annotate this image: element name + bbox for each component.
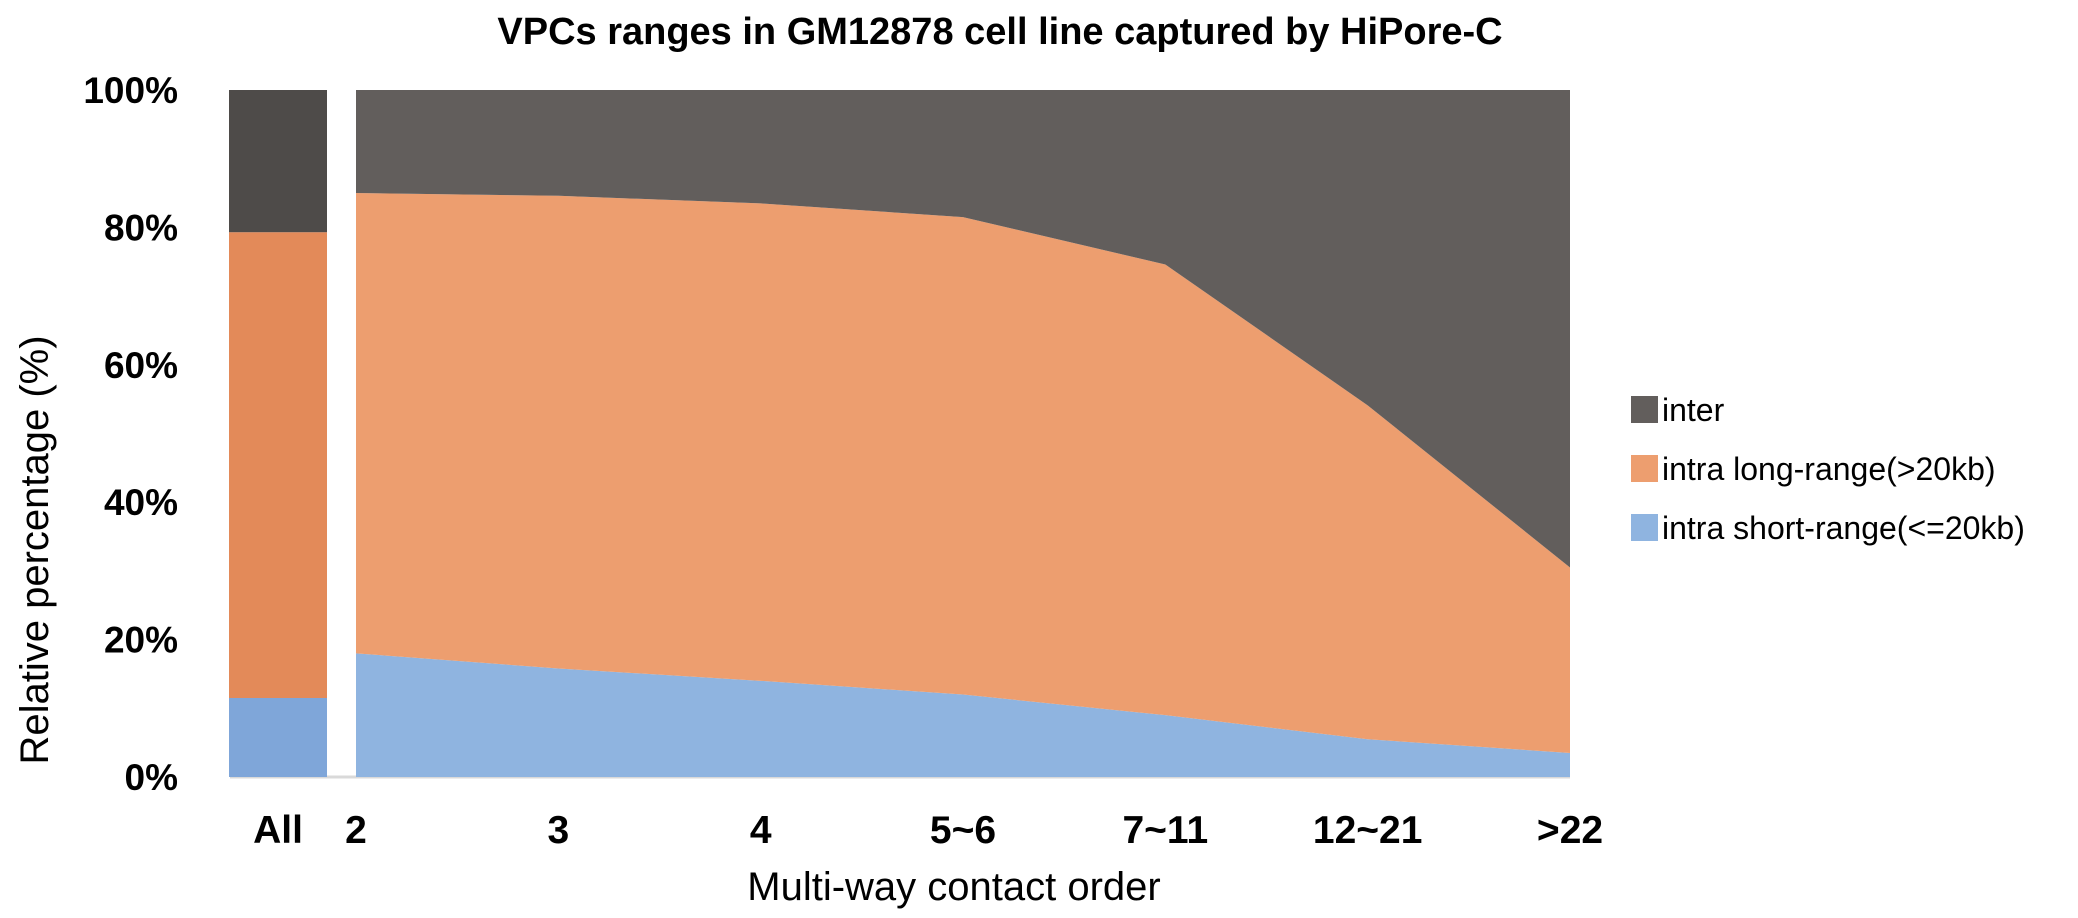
x-axis-title: Multi-way contact order (747, 865, 1160, 909)
legend-item-intra-long-range-swatch (1631, 455, 1658, 482)
y-axis-title: Relative percentage (%) (13, 335, 57, 764)
x-tick-label: 3 (547, 809, 569, 852)
y-tick-label: 60% (104, 345, 178, 386)
y-tick-label: 40% (104, 482, 178, 523)
x-tick-label: 12~21 (1313, 809, 1423, 852)
plot-area (229, 90, 1570, 779)
x-tick-label: 7~11 (1122, 809, 1208, 852)
area-intra-short-range (356, 653, 1570, 777)
legend-item-intra-short-range-swatch (1631, 514, 1658, 541)
chart-title: VPCs ranges in GM12878 cell line capture… (497, 11, 1502, 53)
y-tick-label: 20% (104, 620, 178, 661)
x-tick-label: 4 (750, 809, 772, 852)
area-intra-long-range (356, 193, 1570, 753)
x-tick-label: >22 (1537, 809, 1603, 852)
legend-item-intra-short-range-label: intra short-range(<=20kb) (1662, 510, 2025, 546)
x-tick-label-all: All (253, 809, 303, 852)
x-tick-label: 2 (345, 809, 367, 852)
area-inter (356, 90, 1570, 568)
bar-all-short-range (229, 697, 327, 777)
bar-all-long-range (229, 232, 327, 698)
legend-item-intra-long-range-label: intra long-range(>20kb) (1662, 451, 1996, 487)
y-tick-label: 80% (104, 207, 178, 248)
x-axis-ticks: All 2 3 4 5~6 7~11 12~21 >22 (253, 809, 1603, 852)
y-tick-label: 0% (125, 757, 178, 798)
y-tick-label: 100% (83, 70, 178, 111)
x-tick-label: 5~6 (930, 809, 996, 852)
legend-item-inter-swatch (1631, 396, 1658, 423)
legend-item-inter-label: inter (1662, 392, 1725, 428)
bar-all-inter (229, 90, 327, 233)
y-axis-ticks: 0% 20% 40% 60% 80% 100% (83, 70, 178, 798)
legend: inter intra long-range(>20kb) intra short-… (1631, 392, 2025, 546)
